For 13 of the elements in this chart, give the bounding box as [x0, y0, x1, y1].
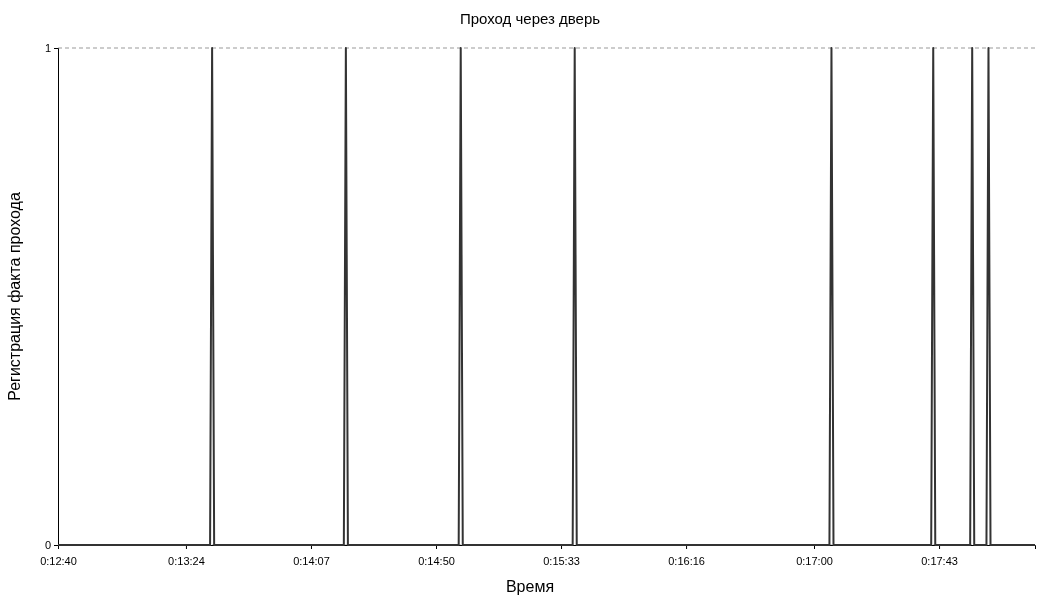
- x-tick-label: 0:14:50: [418, 555, 455, 568]
- x-tick-label: 0:12:40: [40, 555, 77, 568]
- x-tick-label: 0:16:16: [668, 555, 705, 568]
- chart-title: Проход через дверь: [459, 10, 601, 27]
- y-tick-label: 0: [44, 539, 51, 552]
- x-tick-label: 0:14:07: [293, 555, 330, 568]
- y-tick-label: 1: [44, 42, 51, 55]
- x-axis-title: Время: [505, 578, 555, 595]
- x-tick-label: 0:17:00: [796, 555, 833, 568]
- x-tick-label: 0:17:43: [921, 555, 958, 568]
- x-tick-label: 0:15:33: [543, 555, 580, 568]
- x-tick-label: 0:13:24: [168, 555, 205, 568]
- y-axis-title: Регистрация факта прохода: [6, 192, 23, 401]
